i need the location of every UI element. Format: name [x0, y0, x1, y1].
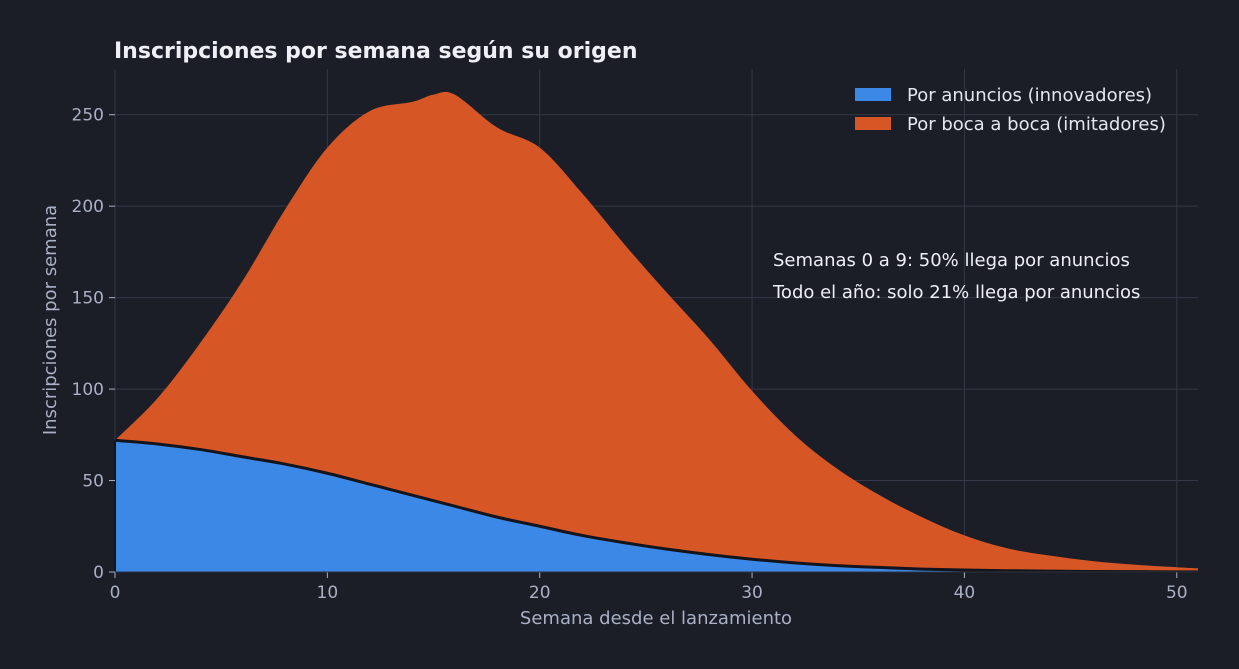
annotation-full-year: Todo el año: solo 21% llega por anuncios [772, 282, 1140, 303]
legend-label-imitadores: Por boca a boca (imitadores) [907, 114, 1166, 135]
x-tick-label: 20 [529, 583, 551, 603]
series-boundary-line [114, 438, 1199, 574]
y-tick-label: 100 [72, 380, 104, 400]
y-tick-label: 250 [72, 106, 104, 126]
area-series-innovadores [115, 440, 1198, 572]
area-series-imitadores [115, 91, 1198, 572]
x-tick-label: 40 [954, 583, 976, 603]
annotation-early-weeks: Semanas 0 a 9: 50% llega por anuncios [773, 250, 1130, 271]
y-tick-label: 0 [93, 563, 104, 583]
area-layer [114, 91, 1199, 574]
tick-layer: 0 10 20 30 40 50 0 50 100 150 200 250 [72, 106, 1198, 603]
chart-title: Inscripciones por semana según su origen [114, 39, 637, 64]
x-tick-label: 10 [317, 583, 339, 603]
y-tick-label: 50 [82, 472, 104, 492]
y-axis-label: Inscripciones por semana [40, 205, 61, 435]
x-tick-label: 50 [1166, 583, 1188, 603]
legend-swatch-innovadores [855, 88, 891, 101]
y-tick-label: 200 [72, 197, 104, 217]
legend-swatch-imitadores [855, 117, 891, 130]
y-tick-label: 150 [72, 289, 104, 309]
x-axis-label: Semana desde el lanzamiento [520, 608, 792, 629]
x-tick-label: 30 [741, 583, 763, 603]
legend-label-innovadores: Por anuncios (innovadores) [907, 85, 1152, 106]
legend: Por anuncios (innovadores) Por boca a bo… [855, 85, 1166, 135]
x-tick-label: 0 [110, 583, 121, 603]
